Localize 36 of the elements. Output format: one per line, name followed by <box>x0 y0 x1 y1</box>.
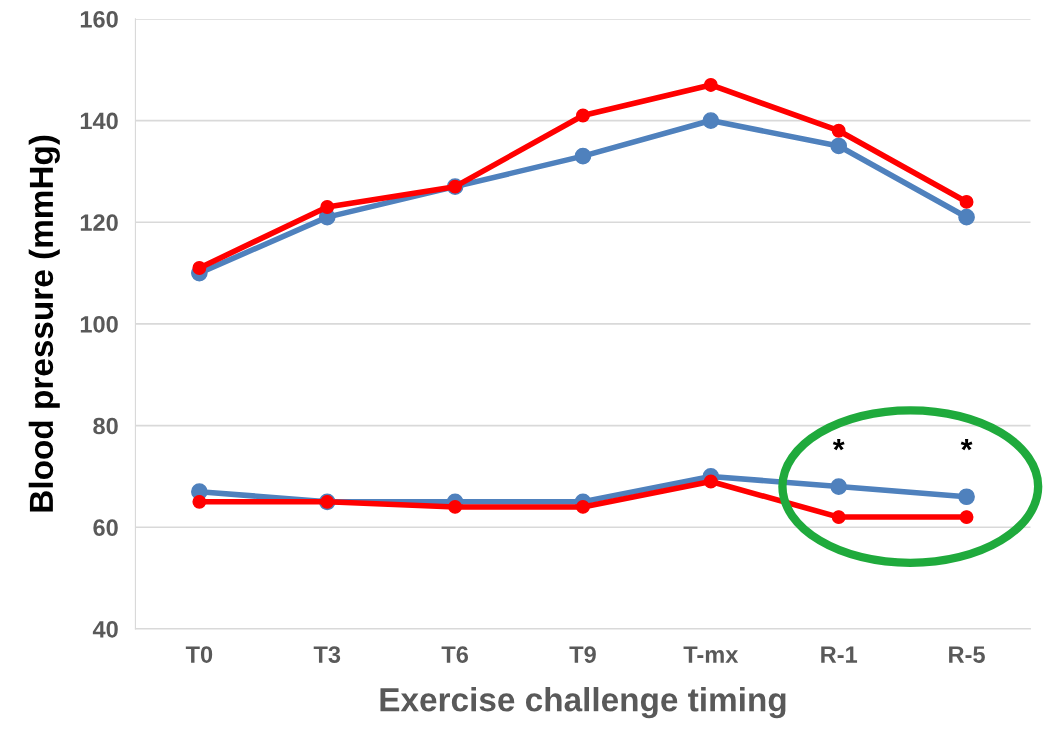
y-tick-label: 100 <box>80 315 118 333</box>
point <box>320 200 335 214</box>
point <box>192 494 207 509</box>
y-tick-label: 60 <box>93 519 118 537</box>
point <box>831 510 846 525</box>
annotation: * <box>832 438 845 451</box>
point <box>959 510 974 525</box>
y-tick-label: 40 <box>92 620 118 638</box>
point <box>703 474 718 489</box>
point <box>574 147 592 165</box>
point <box>958 488 975 506</box>
x-tick-label: R-5 <box>949 646 985 663</box>
x-tick-label: T0 <box>185 646 213 663</box>
point <box>831 123 846 138</box>
point <box>448 499 463 514</box>
x-tick-label: T6 <box>441 646 469 663</box>
x-tick-label: T-mx <box>683 646 739 663</box>
point <box>702 112 720 129</box>
y-tick-label: 160 <box>80 10 118 28</box>
x-tick-label: R-1 <box>821 646 858 663</box>
y-tick-label: 140 <box>80 112 118 130</box>
annotation: * <box>960 438 973 451</box>
x-tick-label: T3 <box>313 646 341 663</box>
point <box>192 261 207 275</box>
y-tick-label: 80 <box>93 417 118 435</box>
point <box>958 208 975 226</box>
y-tick-label: 120 <box>80 214 118 232</box>
x-tick-label: T9 <box>569 646 596 663</box>
point <box>703 78 718 92</box>
y-axis-title: Blood pressure (mmHg) <box>28 135 60 512</box>
point <box>830 137 848 155</box>
point <box>576 108 590 123</box>
point <box>959 194 974 209</box>
point <box>830 478 848 495</box>
point <box>576 499 590 514</box>
x-axis-title: Exercise challenge timing <box>380 687 786 719</box>
